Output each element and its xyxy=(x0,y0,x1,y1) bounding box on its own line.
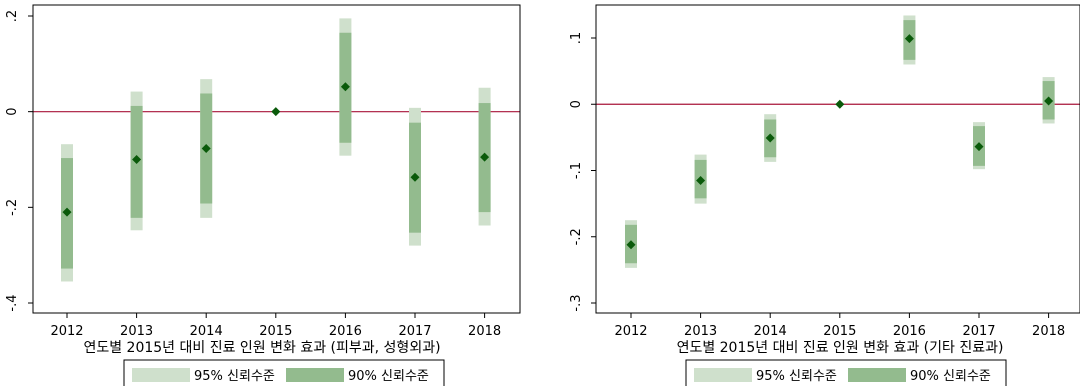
y-tick-label-left: 0 xyxy=(5,108,20,116)
point-estimate-left xyxy=(410,172,420,182)
point-estimate-right xyxy=(904,34,914,44)
y-tick-label-right: 0 xyxy=(569,100,584,108)
x-tick-label-left: 2013 xyxy=(120,324,153,339)
y-tick-label-right: -.2 xyxy=(569,228,584,245)
chart-panel-left: .2 0 -.2 -.4 2012 2013 2014 2015 2016 2017 2018 연도… xyxy=(5,4,521,386)
point-estimate-right xyxy=(696,175,706,185)
x-tick-label-left: 2016 xyxy=(329,324,362,339)
point-estimate-right xyxy=(1044,96,1054,106)
y-tick-label-left: -.4 xyxy=(5,294,20,311)
legend-label-ci95-right: 95% 신뢰수준 xyxy=(756,369,837,384)
point-estimate-right xyxy=(974,142,984,152)
chart-title-right: 연도별 2015년 대비 진료 인원 변화 효과 (기타 진료과) xyxy=(677,340,1004,356)
point-estimate-left xyxy=(480,152,490,162)
x-tick-label-right: 2013 xyxy=(684,324,717,339)
plot-frame-left xyxy=(32,4,521,314)
legend-swatch-ci95-right xyxy=(694,368,752,382)
point-estimate-left xyxy=(340,82,350,92)
y-tick-label-right: -.3 xyxy=(569,294,584,311)
point-estimate-left xyxy=(62,207,72,217)
y-tick-label-left: -.2 xyxy=(5,199,20,216)
y-tick-label-left: .2 xyxy=(5,10,20,22)
point-estimate-right xyxy=(835,99,845,109)
plot-area-left: .2 0 -.2 -.4 2012 2013 2014 2015 2016 2017 2018 xyxy=(5,10,520,339)
legend-label-ci90-right: 90% 신뢰수준 xyxy=(910,369,991,384)
x-tick-label-right: 2017 xyxy=(962,324,995,339)
point-estimate-left xyxy=(271,107,281,117)
x-tick-label-right: 2014 xyxy=(754,324,787,339)
y-tick-label-right: -.1 xyxy=(569,162,584,179)
point-estimate-left xyxy=(201,143,211,153)
legend-swatch-ci95-left xyxy=(132,368,190,382)
x-tick-label-right: 2012 xyxy=(614,324,647,339)
x-tick-label-left: 2017 xyxy=(398,324,431,339)
legend-swatch-ci90-left xyxy=(286,368,344,382)
point-estimate-left xyxy=(132,155,142,164)
point-estimate-right xyxy=(626,240,636,250)
legend-label-ci90-left: 90% 신뢰수준 xyxy=(348,369,429,384)
legend-right: 95% 신뢰수준 90% 신뢰수준 xyxy=(685,359,1007,386)
x-tick-label-left: 2018 xyxy=(468,324,501,339)
x-tick-label-right: 2015 xyxy=(823,324,856,339)
legend-swatch-ci90-right xyxy=(848,368,906,382)
legend-left: 95% 신뢰수준 90% 신뢰수준 xyxy=(123,359,445,386)
x-tick-label-right: 2016 xyxy=(893,324,926,339)
x-tick-label-left: 2012 xyxy=(50,324,83,339)
plot-frame-right xyxy=(595,4,1080,314)
chart-title-left: 연도별 2015년 대비 진료 인원 변화 효과 (피부과, 성형외과) xyxy=(83,340,440,356)
legend-label-ci95-left: 95% 신뢰수준 xyxy=(194,369,275,384)
point-estimate-right xyxy=(765,133,775,143)
x-tick-label-right: 2018 xyxy=(1032,324,1065,339)
plot-area-right: .1 0 -.1 -.2 -.3 2012 2013 2014 2015 2016 2017 2018 xyxy=(569,15,1080,339)
x-tick-label-left: 2015 xyxy=(259,324,292,339)
chart-panel-right: .1 0 -.1 -.2 -.3 2012 2013 2014 2015 2016 2017 2018… xyxy=(569,4,1080,386)
y-tick-label-right: .1 xyxy=(569,32,584,44)
x-tick-label-left: 2014 xyxy=(190,324,223,339)
